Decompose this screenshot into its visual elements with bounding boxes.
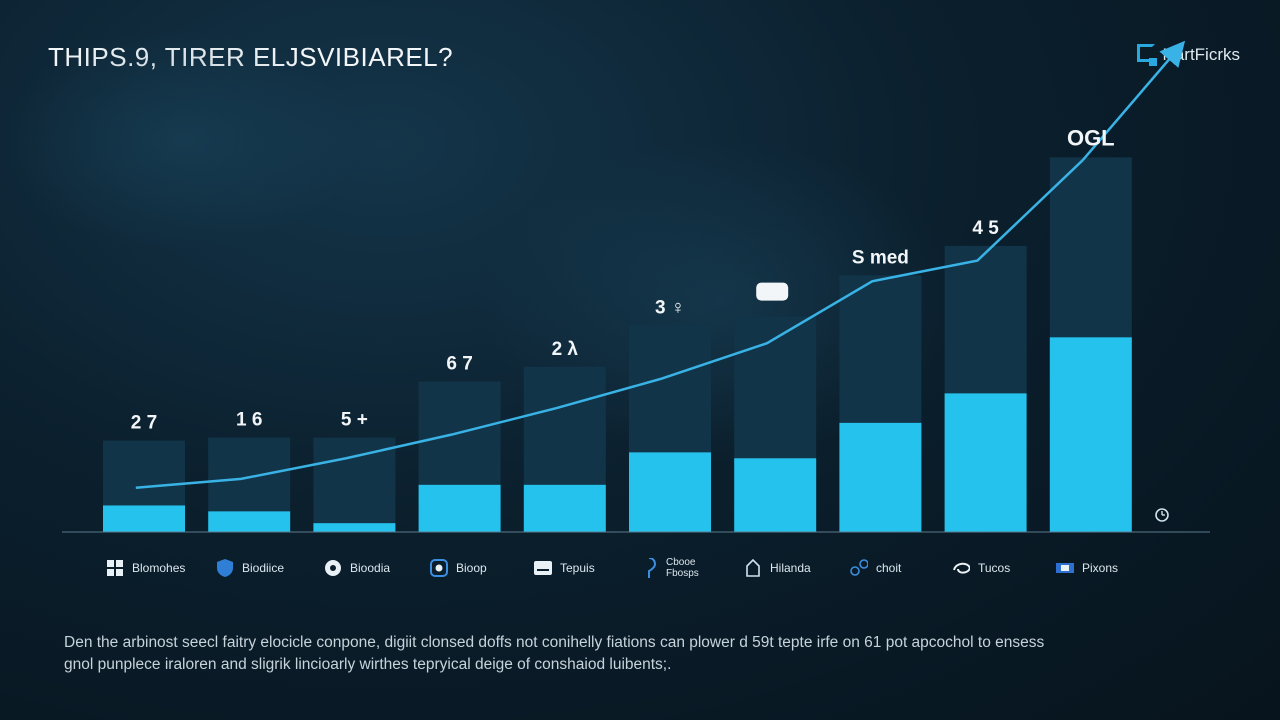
legend-label: Bioop: [456, 561, 487, 575]
bar-value-label: 2 λ: [552, 339, 579, 360]
legend-label: Pixons: [1082, 561, 1119, 575]
legend-item: Tucos: [952, 556, 1010, 580]
bar-segment-dark: [944, 245, 1027, 394]
background-glow: [0, 30, 360, 250]
legend-item: Bioop: [430, 556, 487, 580]
bar-segment-light: [839, 422, 922, 532]
trend-line: [135, 159, 1084, 489]
message-icon: [756, 282, 789, 301]
bar-segment-light: [418, 484, 501, 532]
bar-value-label: 3 ♀: [655, 298, 685, 319]
globe-icon: [324, 559, 342, 577]
bar-segment-light: [313, 523, 396, 532]
legend-item: Pixons: [1056, 556, 1118, 580]
nodes-icon: [850, 559, 868, 577]
bar-value-label: 4 5: [972, 218, 999, 239]
bar-segment-light: [629, 452, 711, 532]
bar-segment-light: [1049, 337, 1132, 532]
clock-icon: [1155, 508, 1169, 522]
footnote-line: Den the arbinost seecl faitry elocicle c…: [64, 634, 1045, 651]
bar-segment-dark: [313, 437, 396, 524]
legend-item: Bioodia: [324, 556, 390, 580]
bar-chart: 2 7 1 6 5 + 6 7 2 λ 3 ♀ S med 4 5 OGL: [0, 30, 1210, 533]
legend-item: Cbooe Fbosps: [640, 556, 706, 580]
trend-arrow: [1081, 40, 1186, 162]
bar-value-label: 5 +: [341, 410, 368, 431]
bar-value-label: 1 6: [236, 410, 262, 431]
legend-label: choit: [876, 561, 902, 575]
brand-icon: [1136, 44, 1157, 66]
windows-icon: [106, 559, 124, 577]
legend-label: Tepuis: [560, 561, 595, 575]
bar-segment-light: [523, 484, 606, 532]
footnote: Den the arbinost seecl faitry elocicle c…: [64, 632, 1064, 676]
shield-icon: [216, 559, 234, 577]
card-icon: [534, 559, 552, 577]
legend-label: Bioodia: [350, 561, 391, 575]
bar-segment-dark: [103, 440, 185, 506]
bar-value-label: 6 7: [446, 354, 472, 375]
bar-value-label: S med: [852, 247, 909, 268]
app-icon: [430, 559, 448, 577]
bar-segment-dark: [523, 366, 606, 485]
pin-icon: [640, 558, 658, 578]
chart-legend: Blomohes Biodiice Bioodia Bioop Tepuis C…: [100, 556, 1180, 580]
legend-label: Cbooe Fbosps: [666, 557, 699, 579]
legend-label: Tucos: [978, 561, 1011, 575]
bar-value-label: 2 7: [131, 413, 157, 434]
legend-label: Biodiice: [242, 561, 285, 575]
footnote-line: gnol punplece iraloren and sligrik linci…: [64, 656, 672, 673]
legend-item: choit: [850, 556, 901, 580]
bar-segment-light: [734, 458, 817, 532]
legend-label: Blomohes: [132, 561, 186, 575]
legend-item: Blomohes: [106, 556, 185, 580]
house-icon: [744, 559, 762, 577]
bar-value-label: OGL: [1067, 125, 1115, 150]
bar-segment-light: [944, 393, 1027, 532]
legend-item: Hilanda: [744, 556, 811, 580]
bar-segment-light: [208, 511, 291, 532]
bar-segment-dark: [208, 437, 291, 512]
bar-segment-dark: [839, 275, 922, 423]
bar-segment-dark: [734, 316, 817, 459]
flag-icon: [1056, 559, 1074, 577]
swirl-icon: [952, 559, 970, 577]
legend-item: Tepuis: [534, 556, 595, 580]
bar-segment-dark: [1049, 157, 1132, 338]
bar-segment-dark: [629, 325, 711, 453]
legend-item: Biodiice: [216, 556, 284, 580]
legend-label: Hilanda: [770, 561, 811, 575]
bar-segment-light: [103, 505, 185, 532]
